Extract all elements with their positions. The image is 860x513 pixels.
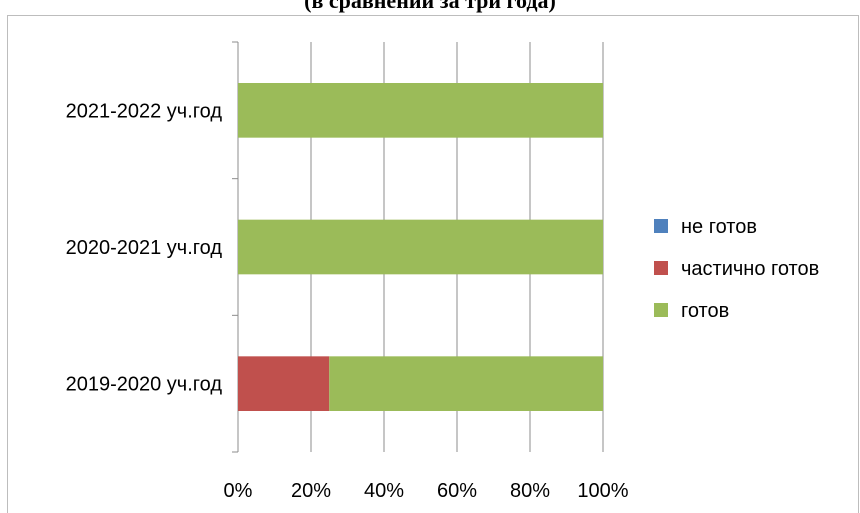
category-label: 2021-2022 уч.год (66, 100, 223, 122)
bar-segment (238, 356, 330, 411)
legend-swatch (654, 261, 668, 275)
legend-swatch (654, 219, 668, 233)
chart-title: (в сравнении за три года) (304, 0, 556, 13)
bar-segment (238, 83, 603, 138)
x-tick-label: 0% (224, 480, 253, 502)
x-tick-label: 40% (364, 480, 404, 502)
legend-label: частично готов (681, 258, 819, 280)
category-label: 2020-2021 уч.год (66, 237, 223, 259)
x-tick-label: 60% (437, 480, 477, 502)
bar-segment (238, 219, 603, 275)
bar-segment (329, 356, 603, 411)
x-tick-label: 100% (577, 480, 628, 502)
category-label: 2019-2020 уч.год (66, 374, 223, 396)
x-tick-label: 80% (510, 480, 550, 502)
x-tick-label: 20% (291, 480, 331, 502)
chart-frame (7, 15, 859, 513)
legend-label: готов (681, 300, 729, 322)
legend-swatch (654, 303, 668, 317)
legend-label: не готов (681, 216, 757, 238)
